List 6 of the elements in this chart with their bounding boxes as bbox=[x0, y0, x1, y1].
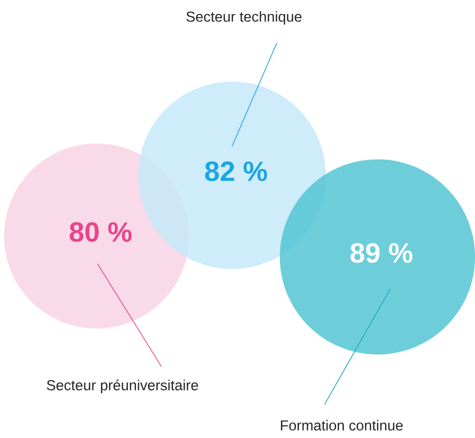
data-label: 89 % bbox=[350, 242, 412, 263]
data-label: 80 % bbox=[70, 222, 132, 242]
data-label: 82 % bbox=[205, 161, 268, 182]
category-label: Formation continue bbox=[280, 420, 403, 430]
category-label: Secteur technique bbox=[186, 11, 302, 25]
category-label: Secteur préuniversitaire bbox=[46, 379, 198, 394]
